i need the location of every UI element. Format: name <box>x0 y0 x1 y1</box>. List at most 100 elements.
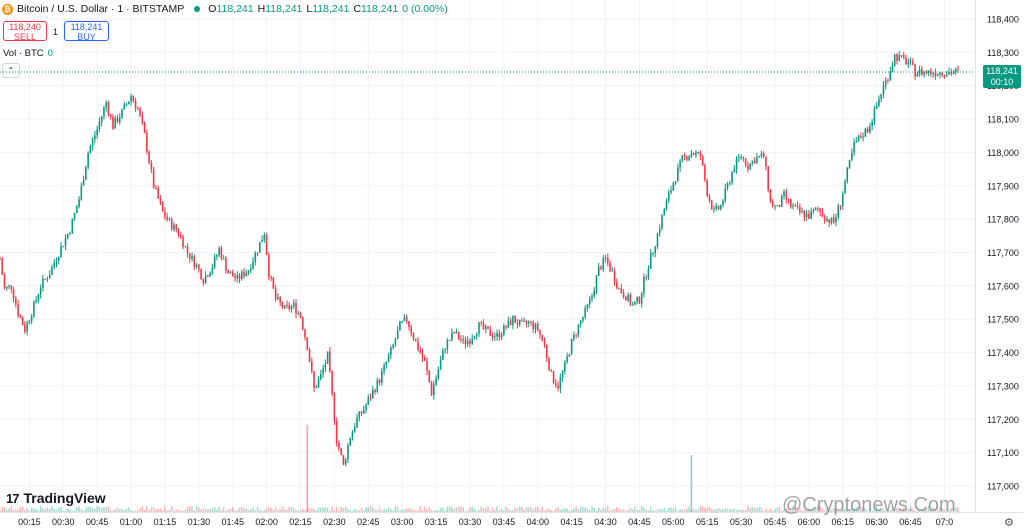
candle-body <box>719 205 722 209</box>
time-tick-label: 06:30 <box>865 517 888 527</box>
volume-bar <box>787 506 790 512</box>
volume-bar <box>396 506 399 512</box>
volume-bar <box>715 509 718 512</box>
volume-bar <box>283 509 286 512</box>
volume-bar <box>229 508 232 512</box>
volume-bar <box>184 509 187 512</box>
volume-bar <box>896 507 898 512</box>
candle-body <box>853 142 855 153</box>
volume-bar <box>957 507 959 512</box>
volume-bar <box>444 510 446 512</box>
volume-bar <box>107 506 110 512</box>
ohlc-values: O118,241 H118,241 L118,241 C118,241 0 (0… <box>208 3 447 15</box>
candle-body <box>286 305 288 307</box>
candle-body <box>667 192 670 201</box>
price-tick-label: 117,900 <box>987 181 1019 191</box>
volume-bar <box>936 510 939 512</box>
volume-bar <box>618 508 620 512</box>
candle-body <box>954 69 957 73</box>
candle-body <box>475 333 478 337</box>
volume-bar <box>871 510 873 512</box>
collapse-legend-button[interactable]: ⌃ <box>2 63 20 78</box>
volume-bar <box>774 509 776 512</box>
candle-body <box>543 340 546 346</box>
candle-body <box>288 305 291 309</box>
candle-body <box>464 339 467 344</box>
volume-bar <box>376 510 379 512</box>
candle-body <box>455 331 458 333</box>
volume-bar <box>810 509 812 512</box>
candle-body <box>532 322 535 330</box>
volume-bar <box>801 510 803 512</box>
volume-bar <box>216 509 218 512</box>
volume-bar <box>288 506 291 512</box>
candle-body <box>905 57 907 65</box>
candle-body <box>184 246 187 248</box>
volume-bar <box>170 506 173 512</box>
volume-bar <box>869 506 871 512</box>
buy-button[interactable]: 118,241 BUY <box>64 21 109 41</box>
candle-body <box>570 339 573 355</box>
volume-label: Vol · BTC <box>3 48 44 59</box>
volume-bar <box>620 509 623 512</box>
candle-body <box>491 335 494 338</box>
volume-bar <box>573 508 575 512</box>
volume-bar <box>733 508 736 512</box>
candle-body <box>796 205 799 207</box>
candle-body <box>882 85 885 95</box>
chevron-up-icon: ⌃ <box>7 66 15 75</box>
candle-body <box>817 208 819 210</box>
volume-bar <box>536 506 539 512</box>
candle-body <box>573 334 575 340</box>
candle-body <box>437 369 440 378</box>
volume-bar <box>851 507 853 512</box>
candle-body <box>24 325 26 332</box>
volume-bar <box>552 510 555 512</box>
volume-bar <box>372 507 374 512</box>
candle-body <box>73 212 76 219</box>
candle-body <box>277 297 279 300</box>
candle-body <box>125 104 128 106</box>
tradingview-logo[interactable]: 17 TradingView <box>6 490 106 506</box>
close-value: 118,241 <box>361 3 399 15</box>
candle-body <box>186 246 189 254</box>
volume-bar <box>647 510 650 512</box>
volume-bar <box>202 508 205 512</box>
price-axis[interactable]: 117,000 117,100 117,200 117,300 117,400 117,5… <box>975 0 1024 531</box>
settings-gear-icon[interactable]: ⚙ <box>1004 517 1014 529</box>
volume-bar <box>433 510 435 512</box>
bar-countdown: 00:10 <box>990 76 1014 87</box>
candle-body <box>839 205 842 207</box>
symbol-title[interactable]: Bitcoin / U.S. Dollar · 1 · BITSTAMP <box>17 3 185 15</box>
volume-bar <box>799 508 801 512</box>
candle-body <box>37 294 40 300</box>
time-tick-label: 01:15 <box>154 517 177 527</box>
candle-body <box>735 158 738 170</box>
time-tick-label: 00:15 <box>18 517 41 527</box>
time-tick-label: 03:45 <box>493 517 516 527</box>
candle-body <box>912 61 914 65</box>
candle-body <box>627 294 629 301</box>
candle-body <box>28 320 31 323</box>
candle-body <box>561 371 564 378</box>
candle-body <box>586 304 589 309</box>
candle-body <box>188 253 191 259</box>
price-tick-label: 117,300 <box>987 381 1019 391</box>
candle-body <box>139 108 141 116</box>
volume-bar <box>586 508 589 512</box>
candle-body <box>582 317 584 321</box>
time-axis[interactable]: 00:15 00:30 00:45 01:00 01:15 01:30 01:45 02:00… <box>0 512 1024 528</box>
time-tick-label: 01:45 <box>221 517 244 527</box>
candle-body <box>471 338 474 344</box>
volume-bar <box>916 510 919 512</box>
candlesticks[interactable] <box>0 50 959 467</box>
volume-legend[interactable]: Vol · BTC 0 <box>3 48 53 59</box>
candle-body <box>744 158 747 166</box>
volume-bar <box>220 509 223 512</box>
candle-body <box>130 96 132 102</box>
candle-body <box>295 302 297 314</box>
volume-bar <box>932 507 934 512</box>
candle-body <box>408 321 410 328</box>
sell-button[interactable]: 118,240 SELL <box>3 21 47 41</box>
